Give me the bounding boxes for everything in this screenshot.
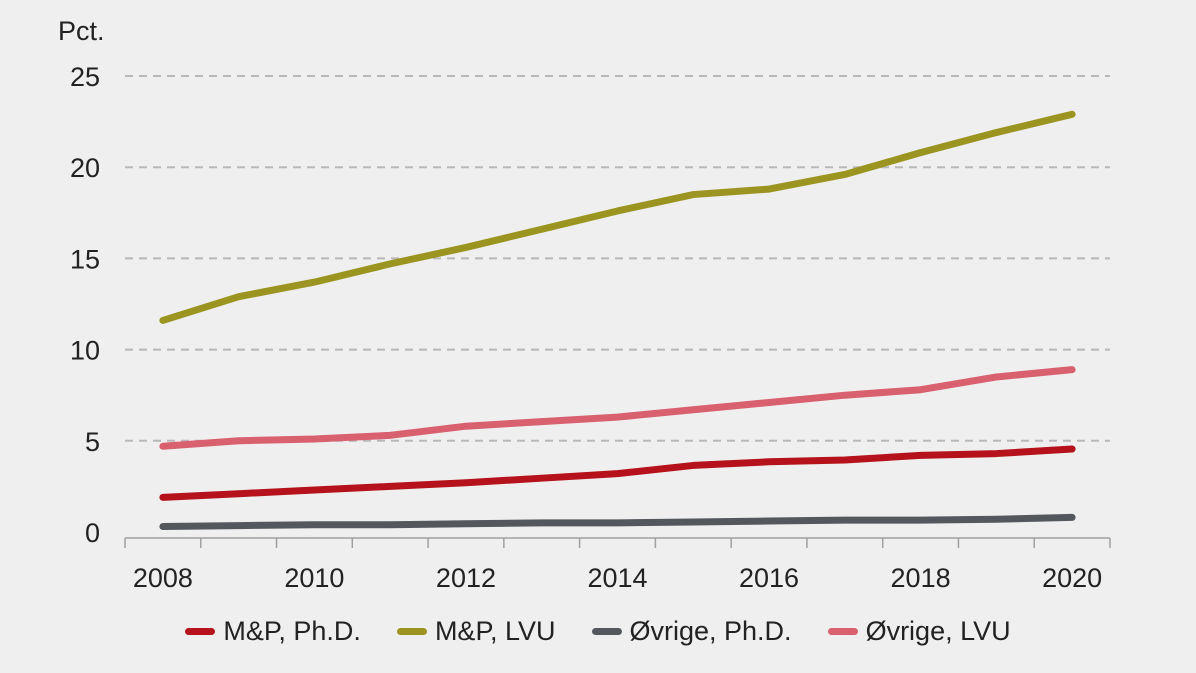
- x-tick-label: 2010: [284, 563, 344, 593]
- y-tick-label: 25: [70, 62, 100, 92]
- series-line-2: [159, 513, 1076, 531]
- y-tick-label: 10: [70, 336, 100, 366]
- legend-swatch: [591, 628, 622, 635]
- tick-labels: 0 5 10 15 20 25 Pct. 2008 2010 2012 2014 2016 2018 20…: [58, 16, 1102, 593]
- legend: M&P, Ph.D. M&P, LVU Øvrige, Ph.D. Øvrige, L…: [0, 616, 1196, 647]
- x-tick-label: 2014: [587, 563, 647, 593]
- x-tick-label: 2016: [739, 563, 799, 593]
- legend-item: Øvrige, LVU: [827, 616, 1011, 647]
- legend-label: Øvrige, LVU: [865, 616, 1011, 646]
- y-tick-label: 0: [85, 518, 100, 548]
- y-tick-label: 5: [85, 427, 100, 457]
- series-lines: [159, 110, 1076, 531]
- series-line-1: [159, 110, 1076, 324]
- legend-item: M&P, Ph.D.: [185, 616, 361, 647]
- x-tick-label: 2008: [133, 563, 193, 593]
- y-tick-label: 20: [70, 153, 100, 183]
- y-axis-label: Pct.: [58, 16, 105, 46]
- legend-swatch: [396, 628, 427, 635]
- gridlines: [125, 75, 1110, 442]
- x-tick-label: 2018: [891, 563, 951, 593]
- x-tick-label: 2020: [1042, 563, 1102, 593]
- legend-item: M&P, LVU: [396, 616, 556, 647]
- legend-label: M&P, LVU: [434, 616, 556, 646]
- legend-item: Øvrige, Ph.D.: [591, 616, 792, 647]
- legend-swatch: [827, 628, 858, 635]
- axes: [124, 537, 1111, 548]
- line-chart: 0 5 10 15 20 25 Pct. 2008 2010 2012 2014 2016 2018 20…: [58, 16, 1111, 593]
- series-line-0: [159, 445, 1076, 501]
- series-line-3: [159, 366, 1076, 450]
- y-tick-label: 15: [70, 244, 100, 274]
- legend-swatch: [185, 628, 216, 635]
- legend-label: Øvrige, Ph.D.: [629, 616, 792, 646]
- legend-label: M&P, Ph.D.: [223, 616, 361, 646]
- x-tick-label: 2012: [436, 563, 496, 593]
